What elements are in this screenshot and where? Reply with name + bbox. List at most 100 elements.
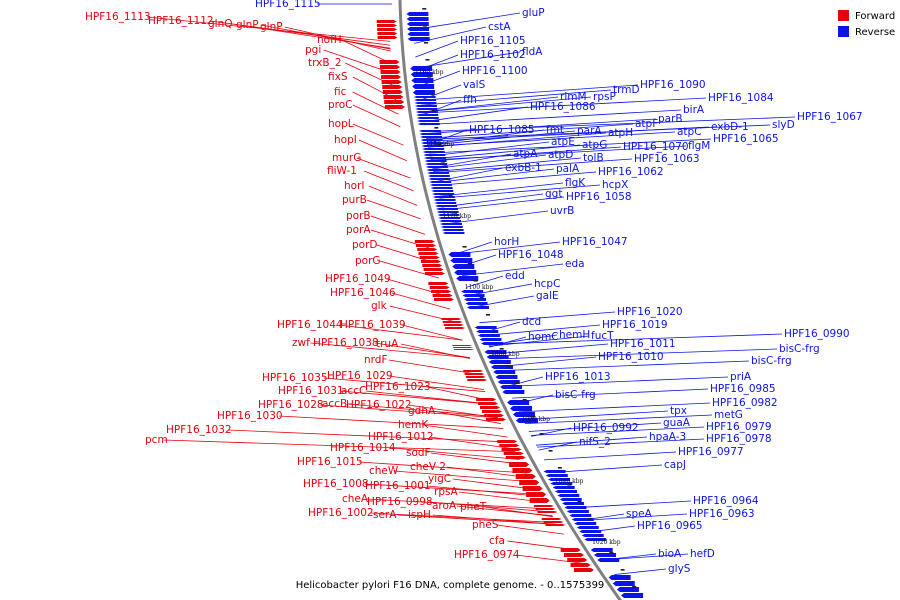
forward-gene-label[interactable]: HPF16_1044: [277, 319, 343, 331]
reverse-gene-label[interactable]: tpx: [670, 405, 687, 417]
reverse-gene-label[interactable]: parB: [658, 113, 683, 125]
reverse-gene-label[interactable]: hemH: [559, 329, 590, 341]
forward-gene-label[interactable]: porG: [355, 255, 381, 267]
reverse-gene-label[interactable]: fucT: [591, 330, 614, 342]
forward-gene-label[interactable]: fixS: [328, 71, 348, 83]
forward-gene-label[interactable]: glnP: [260, 21, 283, 33]
forward-gene-label[interactable]: gdhA: [408, 405, 436, 417]
forward-gene-label[interactable]: cheV-2: [410, 461, 446, 473]
reverse-gene-label[interactable]: nifS_2: [579, 436, 611, 448]
forward-gene-label[interactable]: fliW-1: [327, 165, 357, 177]
reverse-gene-label[interactable]: HPF16_1070: [623, 141, 689, 153]
forward-gene-label[interactable]: HPF16_1032: [166, 424, 232, 436]
reverse-gene-label[interactable]: HPF16_1086: [530, 101, 596, 113]
reverse-gene-label[interactable]: atpC: [677, 126, 702, 138]
reverse-gene-label[interactable]: palA: [556, 163, 580, 175]
reverse-gene-label[interactable]: guaA: [663, 417, 691, 429]
forward-gene-label[interactable]: HPF16_1022: [346, 399, 412, 411]
reverse-gene-label[interactable]: rimM: [560, 91, 587, 103]
forward-gene-label[interactable]: murG: [332, 152, 361, 164]
reverse-gene-label[interactable]: dcd: [522, 316, 541, 328]
forward-gene-label[interactable]: aroA: [432, 500, 457, 512]
forward-gene-label[interactable]: HPF16_1046: [330, 287, 396, 299]
reverse-gene-label[interactable]: HPF16_0965: [637, 520, 703, 532]
forward-gene-label[interactable]: glnQ: [208, 18, 233, 30]
reverse-gene-label[interactable]: uvrB: [550, 205, 574, 217]
forward-gene-label[interactable]: hemK: [398, 419, 429, 431]
reverse-gene-label[interactable]: homC: [528, 331, 559, 343]
reverse-gene-label[interactable]: hpaA-3: [649, 431, 686, 443]
reverse-gene-label[interactable]: flgM: [688, 140, 710, 152]
reverse-gene-label[interactable]: HPF16_1090: [640, 79, 706, 91]
forward-gene-label[interactable]: serA: [373, 509, 397, 521]
forward-gene-label[interactable]: purB: [342, 194, 367, 206]
reverse-gene-label[interactable]: glyS: [668, 563, 691, 575]
reverse-gene-label[interactable]: ggt: [545, 188, 562, 200]
forward-gene-label[interactable]: HPF16_1014: [330, 442, 396, 454]
reverse-gene-label[interactable]: HPF16_1048: [498, 249, 564, 261]
reverse-gene-label[interactable]: HPF16_1058: [566, 191, 632, 203]
forward-gene-label[interactable]: HPF16_0998: [367, 496, 433, 508]
reverse-gene-label[interactable]: flgK: [565, 177, 586, 189]
reverse-gene-label[interactable]: atpG: [582, 139, 607, 151]
reverse-gene-label[interactable]: exbB-1: [505, 162, 542, 174]
reverse-gene-label[interactable]: hefD: [690, 548, 715, 560]
reverse-gene-label[interactable]: horH: [494, 236, 519, 248]
forward-gene-label[interactable]: HPF16_1049: [325, 273, 391, 285]
forward-gene-label[interactable]: fic: [334, 86, 347, 98]
reverse-gene-label[interactable]: HPF16_0979: [706, 421, 772, 433]
forward-gene-label[interactable]: pcm: [145, 434, 168, 446]
reverse-gene-label[interactable]: HPF16_1065: [713, 133, 779, 145]
forward-gene-label[interactable]: HPF16_1023: [365, 381, 431, 393]
reverse-gene-label[interactable]: galE: [536, 290, 559, 302]
reverse-gene-label[interactable]: HPF16_0992: [573, 422, 639, 434]
forward-gene-label[interactable]: cheW: [369, 465, 399, 477]
forward-gene-label[interactable]: zwf: [292, 337, 310, 349]
reverse-gene-label[interactable]: tolB: [583, 152, 604, 164]
reverse-gene-label[interactable]: bisC-frg: [779, 343, 820, 355]
reverse-gene-label[interactable]: HPF16_1067: [797, 111, 863, 123]
forward-gene-label[interactable]: hopL: [328, 118, 354, 130]
reverse-gene-label[interactable]: HPF16_1010: [598, 351, 664, 363]
forward-gene-label[interactable]: HPF16_1029: [327, 370, 393, 382]
reverse-gene-label[interactable]: bisC-frg: [555, 389, 596, 401]
reverse-gene-label[interactable]: rpsP: [593, 91, 616, 103]
reverse-gene-label[interactable]: speA: [626, 508, 653, 520]
reverse-gene-label[interactable]: HPF16_0990: [784, 328, 850, 340]
reverse-gene-label[interactable]: HPF16_0963: [689, 508, 755, 520]
reverse-gene-label[interactable]: bioA: [658, 548, 682, 560]
forward-gene-label[interactable]: nrdF: [364, 354, 388, 366]
reverse-gene-label[interactable]: capJ: [664, 459, 686, 471]
forward-gene-label[interactable]: hopI: [334, 134, 357, 146]
reverse-gene-label[interactable]: HPF16_1102: [460, 49, 526, 61]
forward-gene-label[interactable]: glk: [371, 300, 388, 312]
reverse-gene-label[interactable]: ffh: [463, 94, 477, 106]
forward-gene-label[interactable]: HPF16_0974: [454, 549, 520, 561]
forward-gene-label[interactable]: hofH: [317, 34, 342, 46]
reverse-gene-label[interactable]: HPF16_1019: [602, 319, 668, 331]
forward-gene-label[interactable]: porD: [352, 239, 378, 251]
reverse-gene-label[interactable]: HPF16_0985: [710, 383, 776, 395]
reverse-gene-label[interactable]: edd: [505, 270, 525, 282]
reverse-gene-label[interactable]: HPF16_1084: [708, 92, 774, 104]
forward-gene-label[interactable]: cfa: [489, 535, 505, 547]
reverse-gene-label[interactable]: parA: [577, 125, 602, 137]
forward-gene-label[interactable]: ispH: [408, 509, 431, 521]
reverse-gene-label[interactable]: birA: [683, 104, 705, 116]
reverse-gene-label[interactable]: priA: [730, 371, 752, 383]
forward-gene-label[interactable]: cheA: [342, 493, 369, 505]
reverse-gene-label[interactable]: HPF16_1105: [460, 35, 526, 47]
reverse-gene-label[interactable]: HPF16_1115: [255, 0, 321, 10]
forward-gene-label[interactable]: HPF16_1039: [340, 319, 406, 331]
reverse-gene-label[interactable]: fldA: [522, 46, 543, 58]
forward-gene-label[interactable]: truA: [376, 338, 399, 350]
forward-gene-label[interactable]: HPF16_1028: [258, 399, 324, 411]
forward-gene-label[interactable]: HPF16_1008: [303, 478, 369, 490]
forward-gene-label[interactable]: sodF: [406, 447, 431, 459]
reverse-gene-label[interactable]: atpF: [635, 118, 658, 130]
forward-gene-label[interactable]: porB: [346, 210, 371, 222]
reverse-gene-label[interactable]: slyD: [772, 119, 795, 131]
forward-gene-label[interactable]: pheS: [472, 519, 499, 531]
reverse-gene-label[interactable]: exbD-1: [711, 121, 749, 133]
forward-gene-label[interactable]: glnP: [236, 19, 259, 31]
